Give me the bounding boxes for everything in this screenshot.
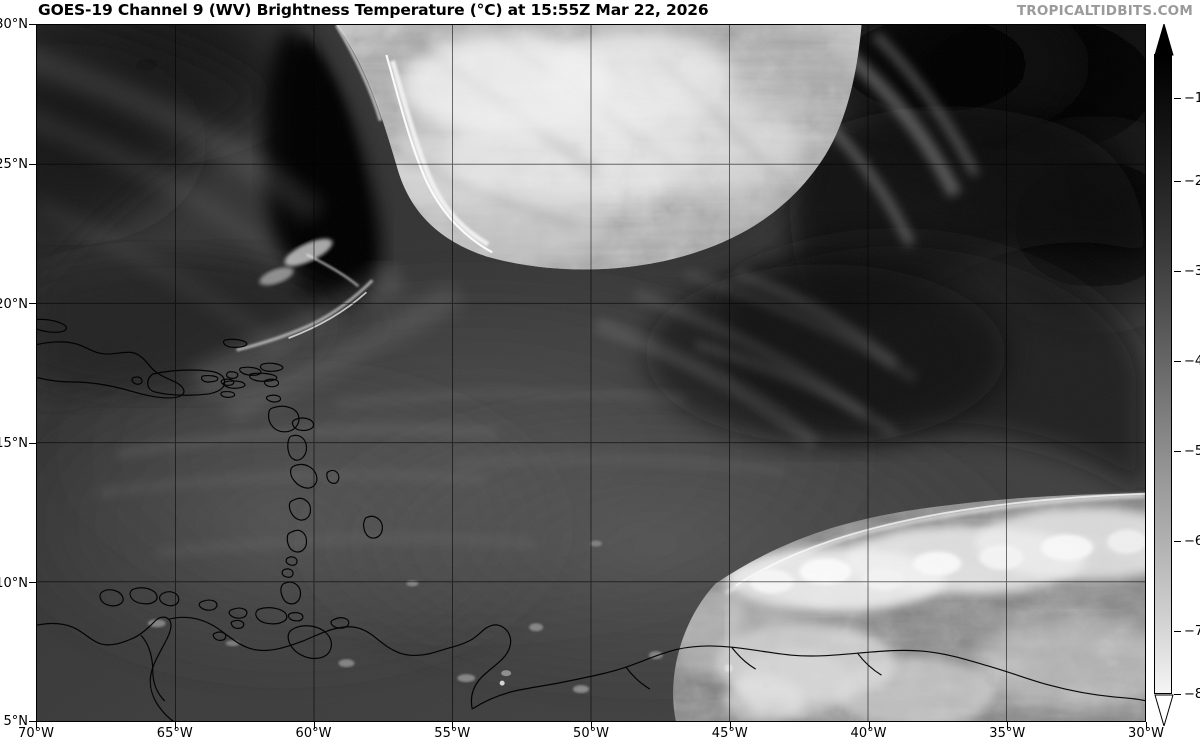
- x-tickmark-40w: [868, 722, 870, 729]
- colorbar-tickmark--70: [1174, 631, 1181, 632]
- x-tick-label-45w: 45°W: [711, 726, 748, 741]
- x-tickmark-65w: [174, 722, 176, 729]
- colorbar-label--50: −50: [1184, 444, 1200, 459]
- coastlines: [37, 318, 1145, 721]
- x-tickmark-60w: [313, 722, 315, 729]
- x-tick-label-40w: 40°W: [850, 726, 887, 741]
- y-tick-label-25n: 25°N: [0, 157, 28, 172]
- x-tick-label-30w: 30°W: [1128, 726, 1164, 741]
- y-tick-label-15n: 15°N: [0, 436, 28, 451]
- colorbar[interactable]: −10 −20 −30 −40 −50 −60 −70 −80: [1154, 24, 1200, 726]
- colorbar-label--70: −70: [1184, 624, 1200, 639]
- colorbar-tickmark--50: [1174, 451, 1181, 452]
- colorbar-tickmark--40: [1174, 361, 1181, 362]
- colorbar-label--30: −30: [1184, 264, 1200, 279]
- x-tick-label-35w: 35°W: [989, 726, 1026, 741]
- colorbar-tickmark--10: [1174, 98, 1181, 99]
- satellite-map-canvas[interactable]: [36, 24, 1146, 722]
- y-tick-label-5n: 5°N: [3, 714, 29, 729]
- x-tick-label-60w: 60°W: [295, 726, 332, 741]
- x-tick-label-50w: 50°W: [573, 726, 609, 741]
- colorbar-label--10: −10: [1184, 91, 1200, 106]
- colorbar-tickmark--80: [1174, 694, 1181, 695]
- colorbar-tickmark--60: [1174, 541, 1181, 542]
- colorbar-extend-bottom: [1154, 694, 1174, 726]
- x-tickmark-30w: [1146, 722, 1147, 729]
- x-tick-label-55w: 55°W: [434, 726, 471, 741]
- y-tick-label-30n: 30°N: [0, 17, 28, 32]
- page-title: GOES-19 Channel 9 (WV) Brightness Temper…: [38, 1, 709, 19]
- x-tick-label-65w: 65°W: [156, 726, 193, 741]
- x-tickmark-35w: [1007, 722, 1009, 729]
- colorbar-tickmark--30: [1174, 271, 1181, 272]
- y-tickmark-5n: [29, 721, 36, 722]
- y-tick-label-20n: 20°N: [0, 297, 28, 312]
- colorbar-label--80: −80: [1184, 687, 1200, 702]
- x-tickmark-45w: [729, 722, 731, 729]
- satellite-imagery: [37, 25, 1145, 721]
- y-tickmark-15n: [29, 442, 36, 444]
- colorbar-gradient: [1154, 54, 1172, 694]
- x-tickmark-55w: [452, 722, 454, 729]
- x-tickmark-70w: [36, 722, 37, 729]
- colorbar-label--40: −40: [1184, 354, 1200, 369]
- colorbar-label--20: −20: [1184, 174, 1200, 189]
- y-tickmark-30n: [29, 24, 36, 25]
- x-tickmark-50w: [591, 722, 592, 729]
- map-gridlines: [37, 25, 1145, 721]
- colorbar-extend-top: [1154, 24, 1174, 56]
- y-tick-label-10n: 10°N: [0, 576, 28, 591]
- colorbar-tickmark--20: [1174, 181, 1181, 182]
- y-tickmark-25n: [29, 163, 36, 165]
- colorbar-label--60: −60: [1184, 534, 1200, 549]
- source-watermark: TROPICALTIDBITS.COM: [1016, 3, 1193, 19]
- x-tick-label-70w: 70°W: [18, 726, 54, 741]
- y-tickmark-10n: [29, 582, 36, 584]
- y-tickmark-20n: [29, 303, 36, 305]
